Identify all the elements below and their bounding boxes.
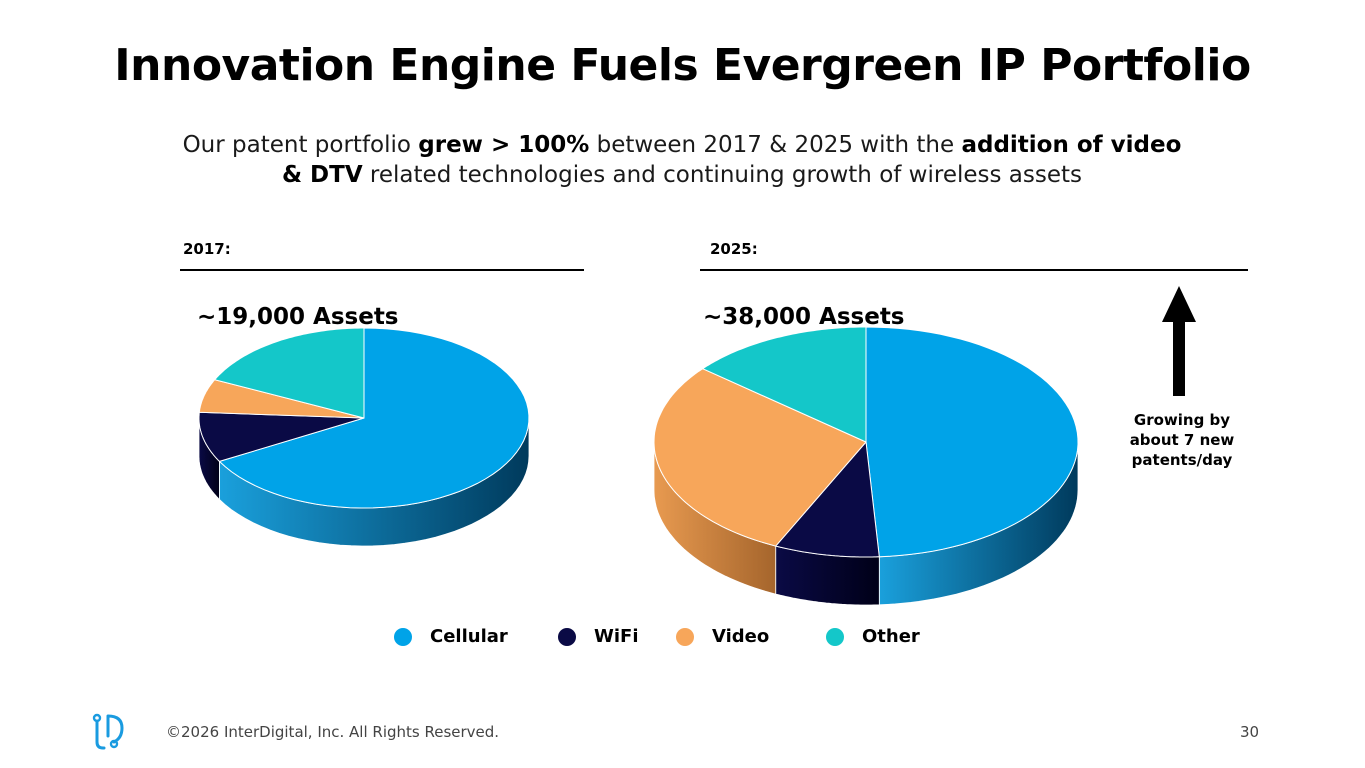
legend-item-wifi: WiFi: [558, 626, 639, 647]
legend-label-cellular: Cellular: [430, 626, 508, 647]
subtitle-part-2: between 2017 & 2025 with the: [589, 132, 962, 158]
asset-count-2017: ~19,000 Assets: [197, 304, 399, 330]
pie-1-slice-video: [653, 368, 867, 547]
pie-0-slice-cellular: [218, 327, 530, 509]
up-arrow: [1162, 286, 1196, 396]
legend-dot-other: [826, 627, 844, 646]
divider-2017: [180, 269, 584, 271]
legend-label-wifi: WiFi: [594, 626, 639, 647]
legend-label-other: Other: [862, 626, 920, 647]
legend-dot-wifi: [558, 627, 576, 646]
pie-0-slice-other: [213, 327, 365, 419]
chart-legend: Cellular WiFi Video Other: [0, 626, 1365, 650]
pie-0-slice-wifi: [198, 411, 365, 462]
pie-1-slice-other: [701, 326, 867, 443]
subtitle-part-1: Our patent portfolio: [182, 132, 419, 158]
legend-dot-cellular: [394, 627, 412, 646]
legend-item-cellular: Cellular: [394, 626, 508, 647]
slide-title: Innovation Engine Fuels Evergreen IP Por…: [114, 40, 1251, 91]
divider-2025: [700, 269, 1248, 271]
asset-count-2025: ~38,000 Assets: [703, 304, 905, 330]
legend-dot-video: [676, 627, 694, 646]
legend-label-video: Video: [712, 626, 770, 647]
growth-note: Growing by about 7 new patents/day: [1129, 411, 1235, 469]
pie-0-slice-video: [198, 379, 365, 419]
subtitle-bold-2: addition of video & DTV: [281, 132, 1182, 188]
year-label-2025: 2025:: [710, 240, 758, 258]
pie-1-slice-wifi: [774, 440, 880, 558]
page-number: 30: [1240, 723, 1260, 741]
subtitle-part-3: related technologies and continuing grow…: [362, 162, 1083, 188]
legend-item-other: Other: [826, 626, 920, 647]
pie-2017: [198, 327, 530, 547]
slide-subtitle: Our patent portfolio grew > 100% between…: [182, 130, 1182, 190]
pie-1-slice-cellular: [865, 326, 1079, 558]
year-label-2017: 2017:: [183, 240, 231, 258]
legend-item-video: Video: [676, 626, 769, 647]
subtitle-bold-1: grew > 100%: [418, 132, 590, 158]
interdigital-logo-icon: [92, 713, 124, 750]
copyright-footer: ©2026 InterDigital, Inc. All Rights Rese…: [166, 723, 500, 741]
pie-2025: [653, 326, 1079, 606]
